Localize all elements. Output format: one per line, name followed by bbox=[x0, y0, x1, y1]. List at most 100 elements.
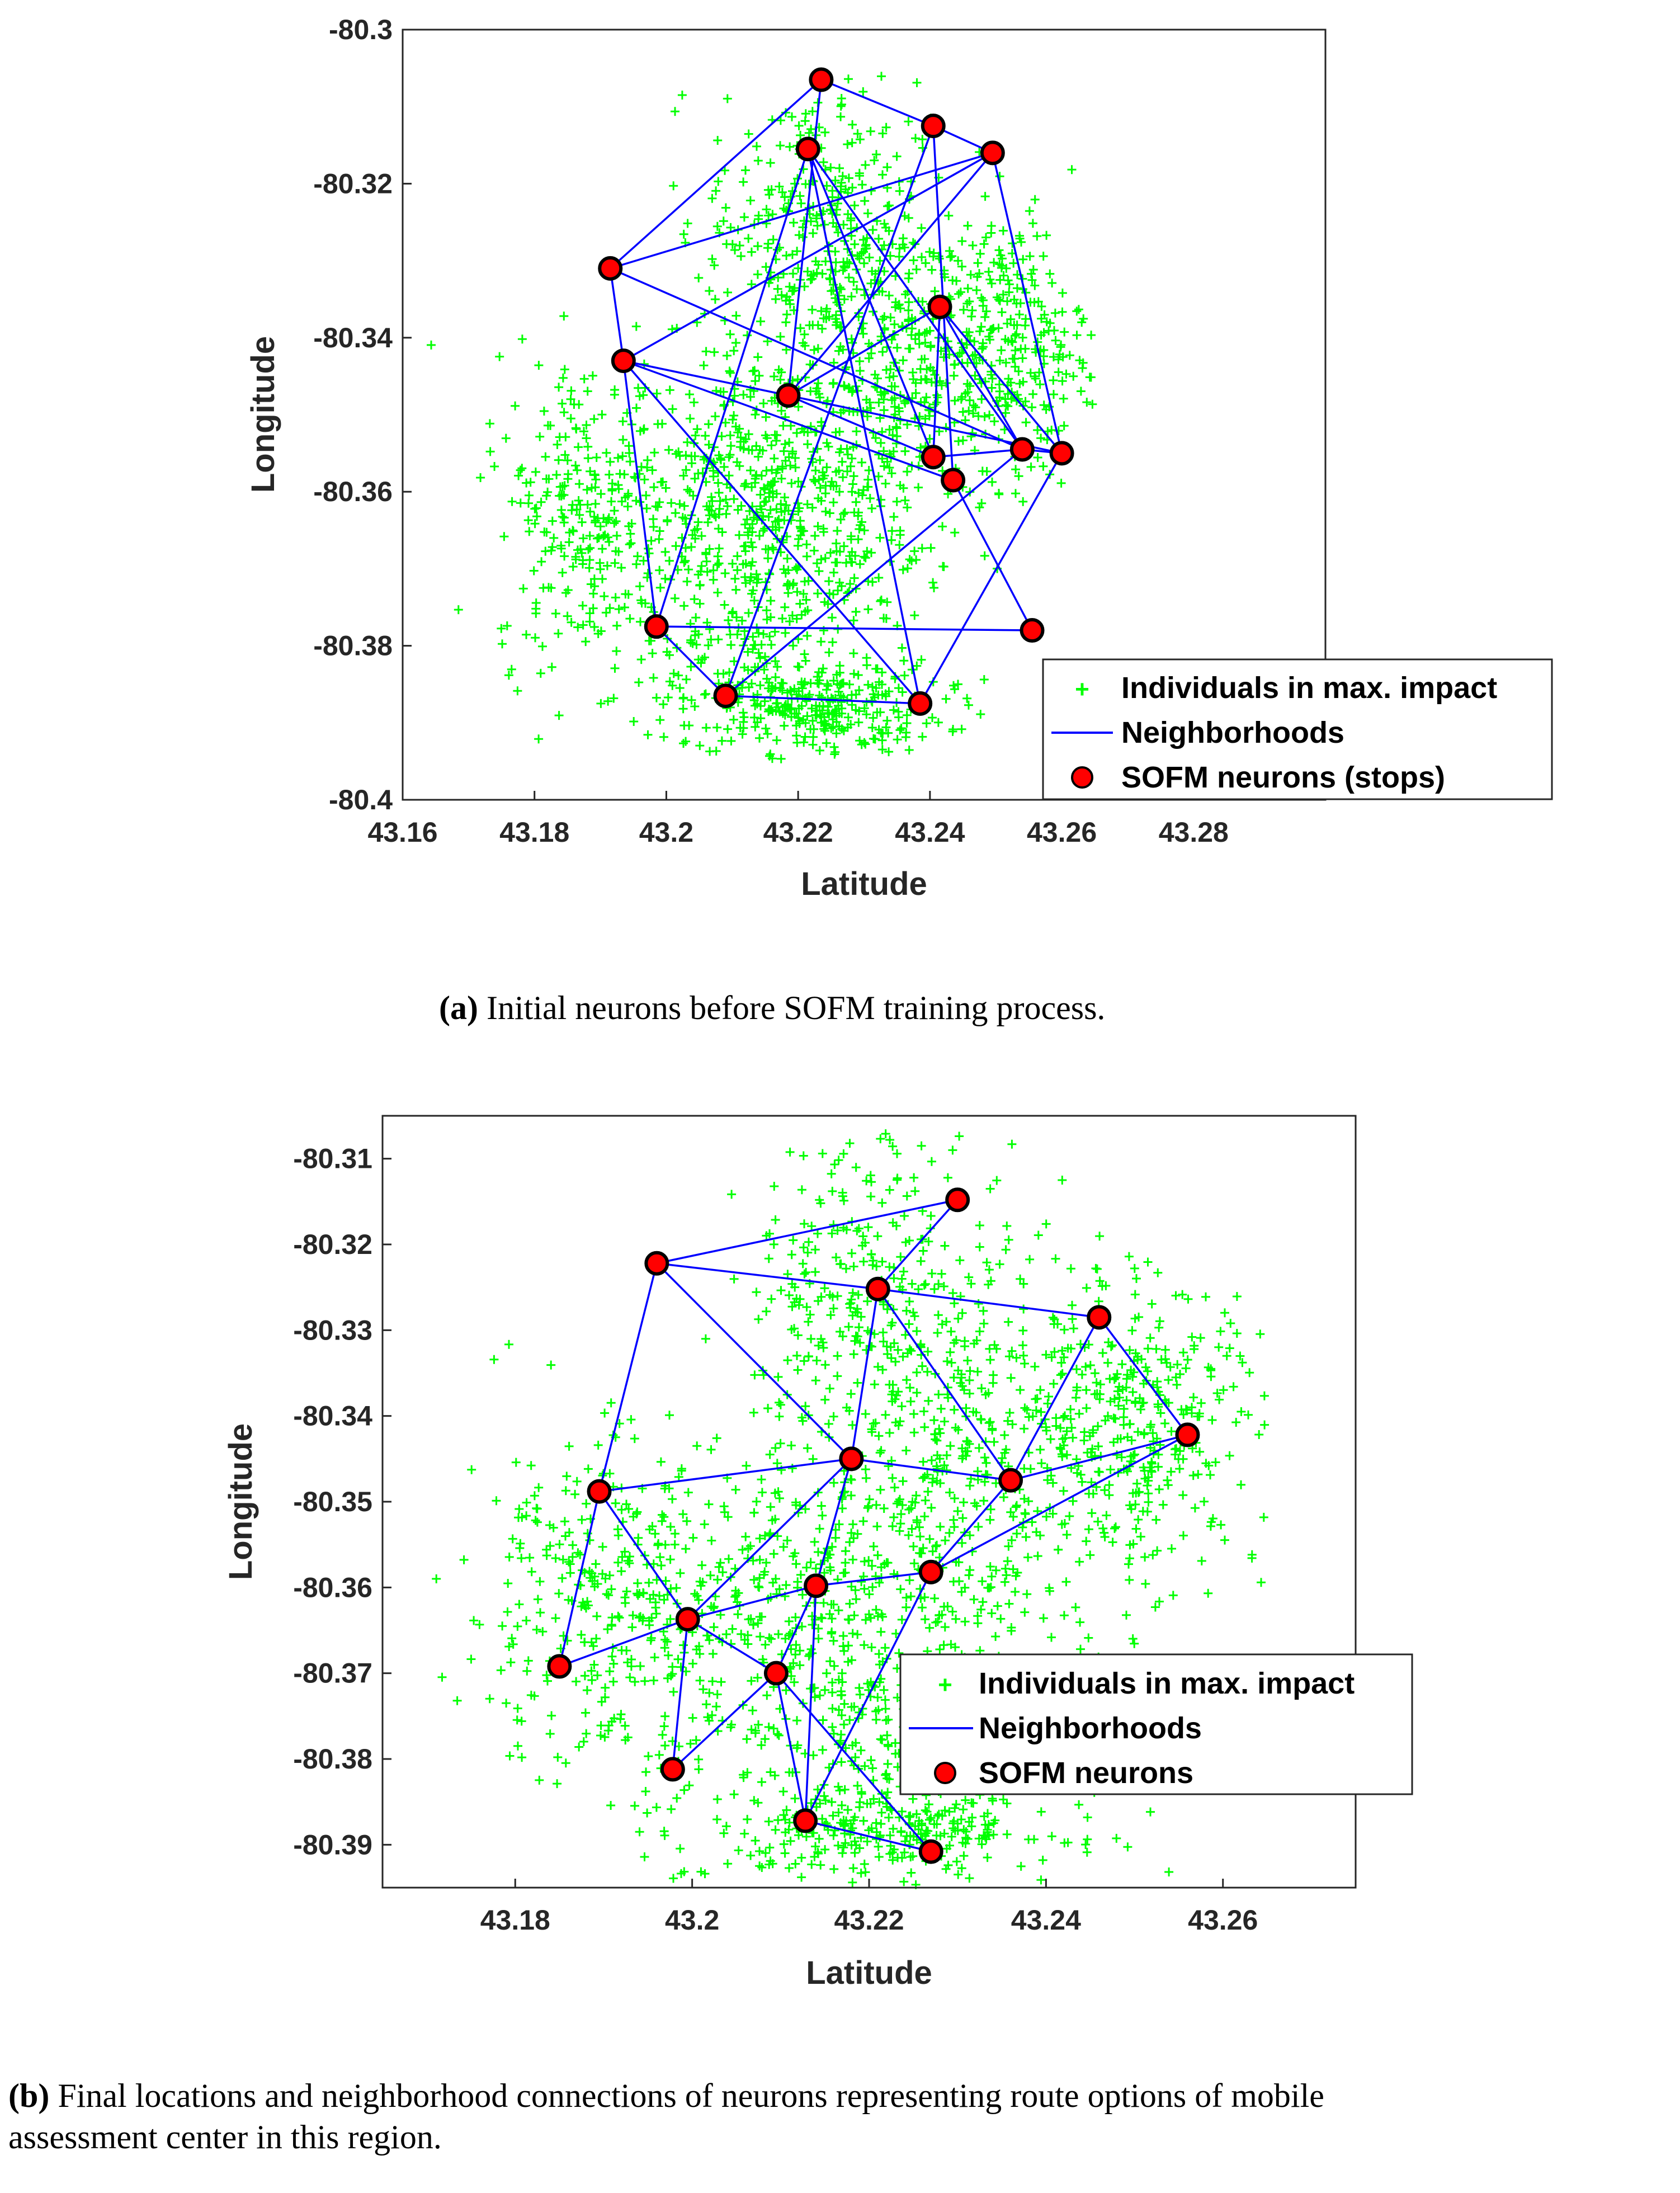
neighborhood-edge bbox=[787, 152, 994, 397]
neighborhood-edge bbox=[952, 479, 1034, 631]
y-tick-label: -80.3 bbox=[329, 14, 393, 45]
legend-marker-neurons-b bbox=[934, 1762, 956, 1784]
sofm-neuron bbox=[941, 468, 966, 493]
sofm-neuron bbox=[809, 67, 834, 92]
neighborhood-edge bbox=[930, 1433, 1188, 1573]
neighborhood-edge bbox=[656, 1262, 852, 1460]
x-axis-label-a: Latitude bbox=[801, 866, 927, 902]
neighborhood-edge bbox=[1010, 1433, 1188, 1482]
y-tick-label: -80.37 bbox=[293, 1658, 372, 1689]
legend-marker-points-a: + bbox=[1075, 676, 1089, 703]
neighborhood-edge bbox=[804, 1586, 817, 1821]
neighborhood-edge bbox=[939, 306, 1023, 450]
neighborhood-edge bbox=[622, 360, 921, 705]
y-tick-label: -80.38 bbox=[313, 630, 393, 662]
y-tick-label: -80.31 bbox=[293, 1143, 372, 1175]
y-tick-label: -80.32 bbox=[313, 168, 393, 199]
neighborhood-edge bbox=[807, 148, 1023, 450]
neurons-b bbox=[547, 1187, 1200, 1864]
neighborhood-edge bbox=[805, 1819, 932, 1853]
neighborhood-edge bbox=[725, 449, 1023, 697]
sofm-neuron bbox=[675, 1607, 700, 1632]
neighborhood-edge bbox=[687, 1584, 817, 1620]
sofm-neuron bbox=[660, 1757, 685, 1782]
y-tick-label: -80.33 bbox=[293, 1314, 372, 1346]
neighborhood-edge bbox=[775, 1585, 817, 1674]
y-tick-label: -80.32 bbox=[293, 1229, 372, 1260]
chart-b: 43.18 43.2 43.22 43.24 43.26 -80.31-80.32-80… bbox=[223, 1115, 1413, 1991]
sofm-neuron bbox=[611, 348, 636, 374]
neighborhood-edge bbox=[558, 1491, 601, 1667]
neighborhood-lines-b bbox=[558, 1199, 1188, 1853]
legend-box-b bbox=[899, 1653, 1413, 1795]
sofm-neuron bbox=[1020, 618, 1045, 643]
y-tick-label: -80.34 bbox=[293, 1400, 372, 1432]
neighborhood-edge bbox=[725, 695, 921, 705]
neighborhood-edge bbox=[807, 148, 935, 458]
neighborhood-edge bbox=[599, 1458, 852, 1493]
neighborhood-edge bbox=[687, 1618, 777, 1675]
neighborhood-edge bbox=[655, 625, 726, 697]
neighborhood-edge bbox=[687, 1458, 852, 1620]
sofm-neuron bbox=[713, 683, 738, 709]
sofm-neuron bbox=[998, 1468, 1023, 1493]
legend-label-neurons-a: SOFM neurons (stops) bbox=[1121, 761, 1445, 794]
sofm-neuron bbox=[908, 691, 933, 716]
scatter-points-a bbox=[427, 72, 1097, 763]
neighborhood-edge bbox=[877, 1287, 1099, 1319]
x-tick-label: 43.16 bbox=[367, 817, 437, 848]
sofm-neuron bbox=[644, 614, 669, 639]
legend-label-lines-a: Neighborhoods bbox=[1121, 716, 1344, 749]
neighborhood-edge bbox=[672, 1619, 689, 1770]
y-ticks-b: -80.31 -80.32 -80.33 -80.34 -80.35 -80.36 -80.… bbox=[293, 1143, 391, 1860]
neighborhood-edge bbox=[609, 268, 625, 361]
x-tick-label: 43.2 bbox=[639, 817, 693, 848]
neighborhood-edge bbox=[787, 394, 934, 458]
x-tick-label: 43.22 bbox=[834, 1904, 904, 1936]
chart-a: 43.16 43.18 43.2 43.22 43.24 43.26 43.28 -80.3… bbox=[245, 14, 1553, 902]
x-tick-label: 43.18 bbox=[499, 817, 569, 848]
sofm-neuron bbox=[1049, 441, 1074, 466]
neighborhood-edge bbox=[724, 125, 935, 696]
neighborhood-edge bbox=[919, 452, 1063, 704]
neighborhood-edge bbox=[815, 1571, 931, 1587]
neighborhood-edge bbox=[610, 152, 993, 270]
neighborhood-edge bbox=[610, 79, 822, 270]
neighborhood-edge bbox=[775, 1673, 806, 1821]
scatter-points-b bbox=[432, 1129, 1270, 1889]
y-tick-label: -80.38 bbox=[293, 1743, 372, 1775]
legend-label-points-a: Individuals in max. impact bbox=[1121, 671, 1497, 705]
neighborhood-edge bbox=[992, 152, 1063, 454]
neighborhood-edge bbox=[610, 267, 1023, 451]
neighborhood-edge bbox=[598, 1491, 689, 1620]
neighborhood-edge bbox=[815, 1458, 853, 1586]
neighborhood-edge bbox=[622, 360, 658, 627]
sofm-neuron bbox=[918, 1839, 943, 1864]
neighborhood-edge bbox=[820, 78, 934, 127]
neighborhood-edge bbox=[787, 306, 941, 397]
sofm-neuron bbox=[839, 1446, 864, 1472]
caption-a: (a) Initial neurons before SOFM training… bbox=[439, 989, 1106, 1026]
neighborhood-edge bbox=[851, 1458, 1011, 1482]
sofm-neuron bbox=[763, 1661, 789, 1686]
neighborhood-edge bbox=[1098, 1317, 1188, 1436]
sofm-neuron bbox=[587, 1479, 612, 1504]
y-tick-label: -80.36 bbox=[293, 1572, 372, 1603]
legend-b: + Individuals in max. impact Neighborhoo… bbox=[899, 1653, 1413, 1795]
legend-box-a bbox=[1042, 658, 1553, 800]
y-tick-label: -80.36 bbox=[313, 476, 393, 507]
neighborhood-edge bbox=[657, 1262, 879, 1290]
y-tick-label: -80.34 bbox=[313, 322, 393, 353]
x-tick-label: 43.26 bbox=[1188, 1904, 1258, 1936]
legend-label-points-b: Individuals in max. impact bbox=[979, 1667, 1355, 1700]
sofm-neuron bbox=[945, 1187, 970, 1213]
neighborhood-edge bbox=[939, 306, 1063, 454]
neighborhood-edge bbox=[656, 625, 1032, 631]
legend-label-lines-b: Neighborhoods bbox=[979, 1711, 1202, 1745]
sofm-neuron bbox=[918, 1559, 943, 1584]
sofm-neuron bbox=[921, 114, 946, 139]
neighborhood-lines-a bbox=[609, 78, 1063, 705]
sofm-neuron bbox=[795, 136, 820, 162]
y-ticks-a: -80.3 -80.32 -80.34 -80.36 -80.38 -80.4 bbox=[313, 14, 412, 815]
